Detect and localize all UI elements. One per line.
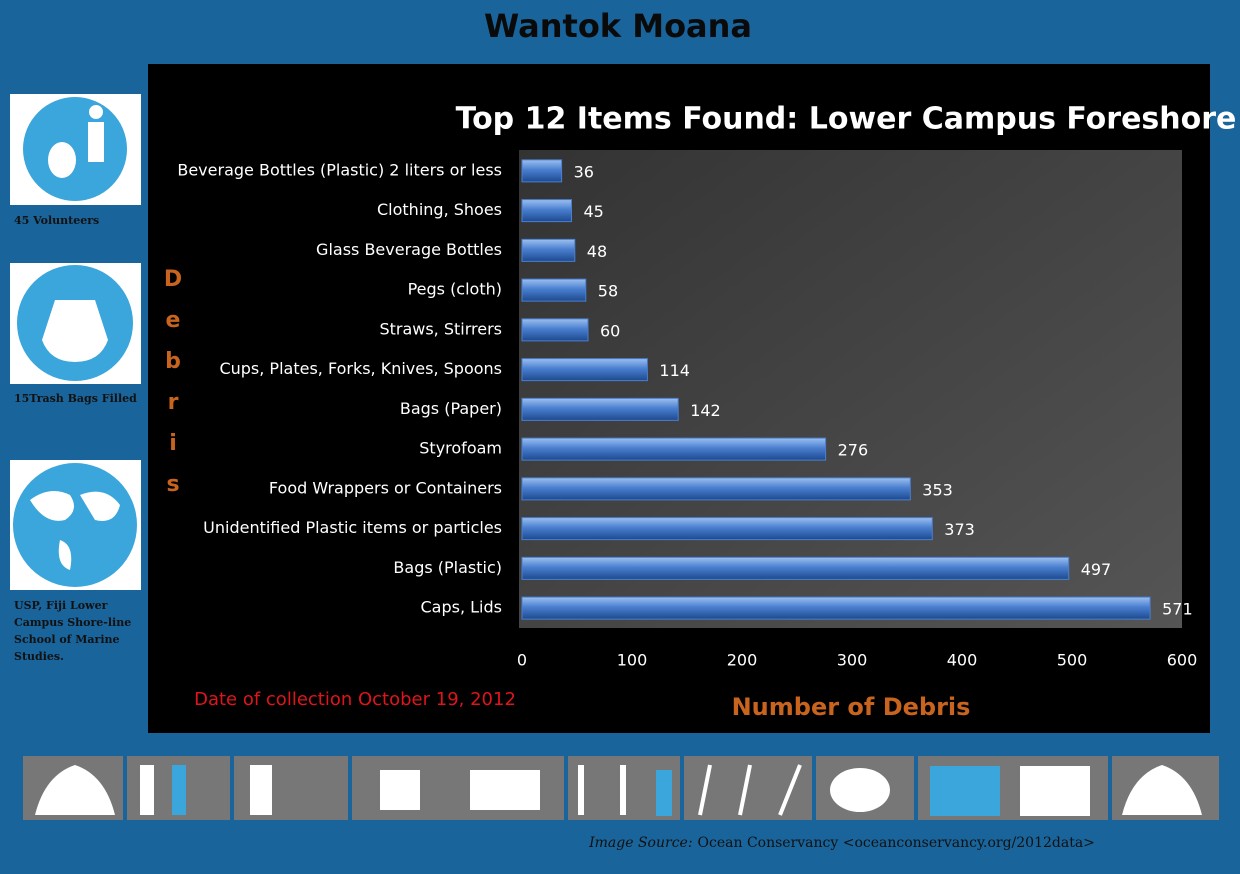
bar: [521, 397, 679, 421]
y-tick-label: Bags (Plastic): [393, 558, 502, 577]
bar: [521, 159, 563, 183]
y-tick-label: Glass Beverage Bottles: [316, 240, 502, 259]
bar: [521, 358, 648, 382]
y-tick-label: Beverage Bottles (Plastic) 2 liters or l…: [177, 160, 502, 179]
value-label: 142: [690, 401, 721, 420]
y-tick-label: Caps, Lids: [421, 598, 503, 617]
y-tick-label: Clothing, Shoes: [377, 200, 502, 219]
plot-area: [519, 150, 1182, 628]
source-label: Image Source:: [588, 835, 692, 851]
chart-subtitle: Date of collection October 19, 2012: [194, 689, 516, 710]
x-axis-label: Number of Debris: [732, 693, 971, 721]
value-label: 45: [584, 202, 604, 221]
value-label: 571: [1162, 600, 1193, 619]
value-label: 276: [838, 441, 869, 460]
bar: [521, 318, 589, 342]
bar: [521, 238, 576, 262]
value-label: 373: [944, 520, 975, 539]
bottom-icons: [23, 756, 1219, 820]
value-label: 36: [574, 162, 594, 181]
bar: [521, 437, 827, 461]
y-tick-label: Unidentified Plastic items or particles: [203, 518, 502, 537]
y-tick-label: Pegs (cloth): [408, 280, 502, 299]
x-tick-label: 200: [727, 651, 758, 670]
value-label: 353: [922, 480, 953, 499]
value-label: 114: [659, 361, 690, 380]
bar: [521, 278, 587, 302]
y-tick-label: Straws, Stirrers: [379, 319, 502, 338]
source-text: Ocean Conservancy <oceanconservancy.org/…: [698, 835, 1095, 851]
image-source: Image Source: Ocean Conservancy <oceancon…: [588, 835, 1095, 851]
sidebar-caption: 15Trash Bags Filled: [14, 392, 137, 405]
y-tick-label: Styrofoam: [419, 439, 502, 458]
value-label: 48: [587, 242, 607, 261]
chart-title: Top 12 Items Found: Lower Campus Foresho…: [456, 102, 1237, 137]
y-tick-label: Cups, Plates, Forks, Knives, Spoons: [219, 359, 502, 378]
bar: [521, 477, 911, 501]
x-tick-label: 100: [617, 651, 648, 670]
x-tick-label: 300: [837, 651, 868, 670]
sidebar-caption: 45 Volunteers: [14, 214, 100, 227]
sidebar-caption: USP, Fiji Lower Campus Shore-line School…: [14, 599, 132, 663]
value-label: 60: [600, 321, 620, 340]
page-title: Wantok Moana: [484, 7, 752, 45]
value-label: 497: [1081, 560, 1112, 579]
x-tick-label: 500: [1057, 651, 1088, 670]
bar: [521, 596, 1151, 620]
value-label: 58: [598, 282, 618, 301]
y-tick-label: Bags (Paper): [400, 399, 502, 418]
x-tick-label: 400: [947, 651, 978, 670]
y-axis-label: Debris: [161, 267, 186, 513]
y-tick-label: Food Wrappers or Containers: [269, 478, 502, 497]
bar: [521, 517, 933, 541]
bar: [521, 199, 572, 223]
bar: [521, 556, 1070, 580]
x-tick-label: 0: [517, 651, 527, 670]
x-tick-label: 600: [1167, 651, 1198, 670]
sidebar-icons: [10, 94, 141, 590]
